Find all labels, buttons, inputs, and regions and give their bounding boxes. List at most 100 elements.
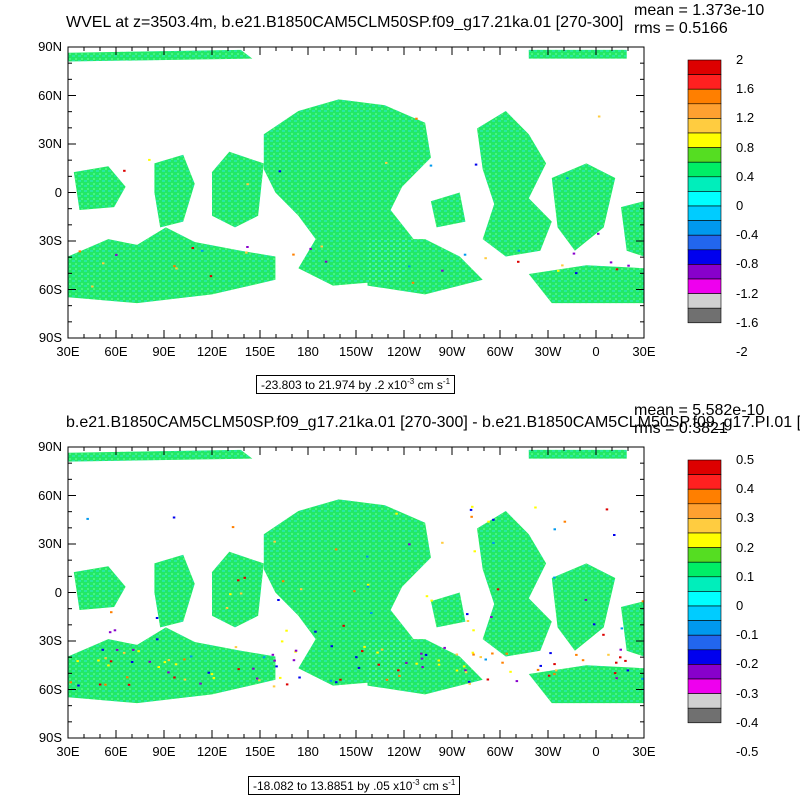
extreme-value-cell — [626, 669, 630, 672]
colorbar-swatch — [687, 518, 722, 534]
extreme-value-cell — [320, 245, 323, 248]
extreme-value-cell — [405, 661, 408, 664]
extreme-value-cell — [377, 663, 380, 666]
lon-label: 90E — [152, 344, 176, 359]
extreme-value-cell — [408, 543, 411, 546]
extreme-value-cell — [191, 247, 194, 249]
extreme-value-cell — [395, 512, 398, 515]
extreme-value-cell — [212, 677, 216, 680]
panel-2-contour-range: -18.082 to 13.8851 by .05 x10-3 cm s-1 — [248, 776, 461, 795]
colorbar-label: 0.2 — [736, 539, 755, 555]
lat-label: 90N — [38, 439, 62, 454]
extreme-value-cell — [272, 685, 276, 688]
colorbar-swatch — [687, 664, 722, 680]
extreme-value-cell — [398, 674, 401, 677]
extreme-value-cell — [122, 651, 126, 654]
extreme-value-cell — [329, 679, 333, 682]
extreme-value-cell — [536, 668, 540, 671]
extreme-value-cell — [397, 669, 400, 672]
extreme-value-cell — [237, 579, 240, 582]
colorbar-label: 1.2 — [736, 110, 755, 126]
lat-label: 90N — [38, 39, 62, 54]
extreme-value-cell — [486, 678, 490, 681]
extreme-value-cell — [126, 676, 129, 679]
extreme-value-cell — [157, 666, 160, 668]
extreme-value-cell — [509, 670, 512, 673]
extreme-value-cell — [549, 652, 552, 655]
extreme-value-cell — [299, 588, 303, 591]
extreme-value-cell — [463, 253, 467, 256]
colorbar-label: 1.6 — [736, 81, 755, 97]
extreme-value-cell — [309, 247, 312, 250]
extreme-value-cell — [496, 588, 500, 591]
lon-label: 150W — [339, 344, 373, 359]
extreme-value-cell — [127, 683, 131, 686]
extreme-value-cell — [210, 673, 214, 676]
extreme-value-cell — [175, 267, 178, 270]
extreme-value-cell — [110, 611, 113, 614]
colorbar-swatch — [687, 620, 722, 636]
extreme-value-cell — [101, 648, 104, 651]
extreme-value-cell — [491, 652, 494, 655]
extreme-value-cell — [357, 666, 361, 669]
colorbar-swatch — [687, 474, 722, 490]
extreme-value-cell — [474, 163, 478, 166]
extreme-value-cell — [607, 653, 610, 656]
extreme-value-cell — [183, 678, 187, 681]
extreme-value-cell — [473, 550, 476, 553]
lon-label: 30W — [534, 744, 562, 759]
lon-label: 90W — [438, 744, 466, 759]
extreme-value-cell — [148, 660, 151, 663]
extreme-value-cell — [462, 665, 466, 668]
extreme-value-cell — [148, 158, 151, 161]
colorbar-label: 0.4 — [736, 481, 755, 497]
extreme-value-cell — [425, 595, 429, 598]
extreme-value-cell — [278, 170, 282, 173]
extreme-value-cell — [505, 652, 508, 655]
colorbar-swatch — [687, 649, 722, 665]
extreme-value-cell — [107, 664, 110, 667]
extreme-value-cell — [492, 518, 495, 521]
lat-label: 90S — [38, 730, 62, 745]
colorbar-label: 0.8 — [736, 139, 755, 155]
lon-label: 90W — [438, 344, 466, 359]
colorbar-label: -1.6 — [736, 314, 759, 330]
extreme-value-cell — [472, 629, 475, 632]
colorbar-swatch — [687, 488, 722, 505]
colorbar-swatch — [687, 634, 722, 651]
colorbar-swatch — [687, 693, 722, 709]
extreme-value-cell — [280, 640, 284, 643]
lon-label: 150E — [244, 744, 276, 759]
extreme-value-cell — [189, 655, 193, 658]
extreme-value-cell — [277, 599, 280, 601]
colorbar-swatch — [687, 307, 722, 324]
extreme-value-cell — [285, 629, 288, 632]
extreme-value-cell — [561, 264, 564, 267]
extreme-value-cell — [584, 598, 588, 601]
extreme-value-cell — [437, 659, 440, 662]
extreme-value-cell — [76, 660, 79, 663]
panel-1-range-unit-exp: -1 — [442, 377, 451, 386]
extreme-value-cell — [455, 653, 459, 656]
colorbar-swatch — [687, 503, 722, 519]
extreme-value-cell — [455, 669, 459, 672]
extreme-value-cell — [334, 548, 338, 551]
lon-label: 0 — [592, 344, 600, 359]
extreme-value-cell — [490, 616, 493, 618]
colorbar-label: 0.4 — [736, 168, 755, 184]
extreme-value-cell — [252, 667, 255, 670]
extreme-value-cell — [335, 681, 338, 684]
extreme-value-cell — [471, 651, 475, 654]
extreme-value-cell — [155, 617, 159, 619]
extreme-value-cell — [534, 506, 537, 509]
extreme-value-cell — [355, 656, 358, 659]
extreme-value-cell — [492, 542, 495, 544]
colorbar-label: -0.4 — [736, 227, 759, 243]
extreme-value-cell — [294, 649, 298, 652]
extreme-value-cell — [624, 659, 627, 662]
colorbar-label: -0.2 — [736, 656, 759, 672]
extreme-value-cell — [609, 261, 613, 264]
lon-label: 180 — [297, 744, 319, 759]
extreme-value-cell — [572, 252, 576, 255]
